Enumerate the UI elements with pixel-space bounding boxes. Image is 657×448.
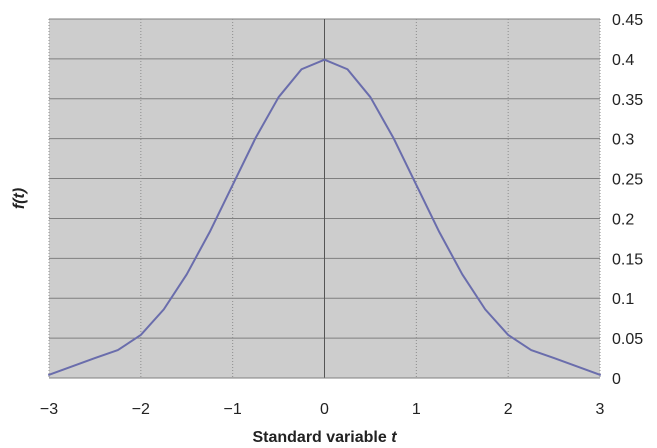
y-tick-label: 0.35 xyxy=(612,92,643,109)
x-tick-label: −2 xyxy=(132,401,150,418)
y-tick-label: 0.1 xyxy=(612,291,634,308)
x-tick-label: 0 xyxy=(320,401,329,418)
x-tick-label: 2 xyxy=(504,401,513,418)
y-tick-label: 0.45 xyxy=(612,12,643,29)
x-axis-title-text: Standard variable xyxy=(252,429,391,446)
x-tick-label: 3 xyxy=(596,401,605,418)
y-tick-label: 0.2 xyxy=(612,211,634,228)
x-tick-label: −1 xyxy=(224,401,242,418)
x-tick-label: 1 xyxy=(412,401,421,418)
x-axis-title: Standard variable t xyxy=(252,429,397,446)
x-tick-labels: −3 −2 −1 0 1 2 3 xyxy=(40,401,605,418)
x-tick-label: −3 xyxy=(40,401,58,418)
y-tick-label: 0.3 xyxy=(612,132,634,149)
y-tick-label: 0.05 xyxy=(612,331,643,348)
y-tick-label: 0.15 xyxy=(612,251,643,268)
y-tick-labels: 0 0.05 0.1 0.15 0.2 0.25 0.3 0.35 0.4 0.45 xyxy=(612,12,643,388)
y-tick-label: 0.4 xyxy=(612,52,634,69)
y-tick-label: 0.25 xyxy=(612,172,643,189)
x-axis-title-variable: t xyxy=(391,429,397,446)
y-axis-title: f(t) xyxy=(11,188,28,209)
y-tick-label: 0 xyxy=(612,371,621,388)
